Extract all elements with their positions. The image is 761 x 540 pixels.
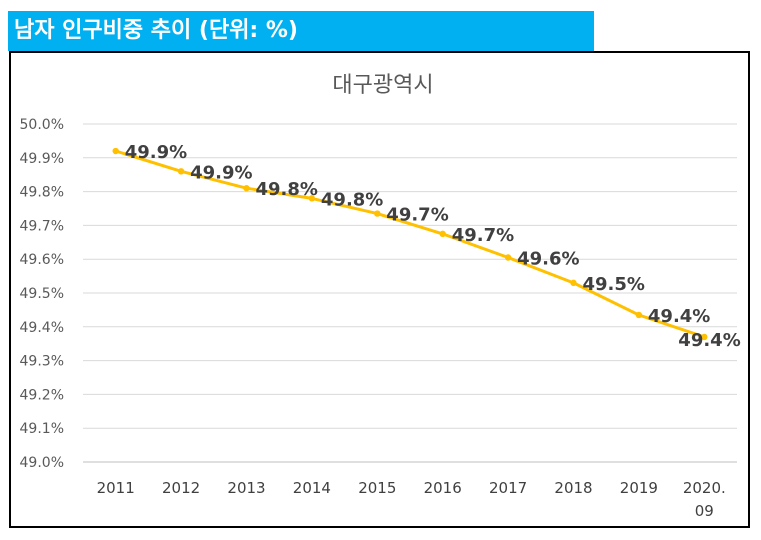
y-tick-label: 50.0% <box>20 117 64 133</box>
x-tick-label: 2015 <box>358 479 396 497</box>
data-point <box>504 254 512 261</box>
data-point <box>243 185 250 192</box>
data-label: 49.7% <box>386 205 448 226</box>
x-tick-label: 2013 <box>227 479 265 497</box>
data-label: 49.9% <box>125 142 187 163</box>
y-tick-label: 49.1% <box>20 421 64 437</box>
data-label: 49.9% <box>190 162 252 183</box>
data-point <box>701 333 708 341</box>
data-point <box>308 195 316 202</box>
data-label: 49.8% <box>321 189 383 210</box>
header-title: 남자 인구비중 추이 (단위: %) <box>14 18 298 43</box>
x-tick-label: 2016 <box>424 479 462 497</box>
x-tick-label: 2018 <box>554 479 592 497</box>
x-tick-label: 2014 <box>293 479 331 497</box>
y-tick-label: 49.5% <box>20 286 64 302</box>
data-point <box>177 168 185 175</box>
y-tick-label: 49.2% <box>20 387 64 403</box>
y-tick-label: 49.6% <box>20 252 64 268</box>
data-label: 49.5% <box>583 274 645 295</box>
data-point <box>374 210 381 217</box>
y-tick-label: 49.8% <box>20 185 64 201</box>
chart-frame <box>9 51 750 528</box>
data-label: 49.4% <box>648 306 710 327</box>
y-tick-label: 49.9% <box>20 151 64 167</box>
x-tick-label: 2011 <box>97 479 135 497</box>
y-tick-label: 49.4% <box>20 320 64 336</box>
data-label: 49.7% <box>452 225 514 246</box>
data-point <box>635 311 643 319</box>
y-tick-label: 49.7% <box>20 218 64 234</box>
x-tick-label: 2020. 09 <box>683 479 726 520</box>
x-tick-label: 2019 <box>620 479 658 497</box>
chart-title: 대구광역시 <box>332 73 433 98</box>
header-band: 남자 인구비중 추이 (단위: %) <box>8 11 594 51</box>
data-label: 49.8% <box>256 179 318 200</box>
y-tick-label: 49.3% <box>20 354 64 370</box>
data-point <box>570 279 577 287</box>
data-label: 49.4% <box>678 330 740 351</box>
data-label: 49.6% <box>517 249 579 270</box>
y-tick-label: 49.0% <box>20 455 64 471</box>
x-tick-label: 2017 <box>489 479 527 497</box>
data-point <box>439 230 446 238</box>
data-point <box>112 147 119 155</box>
x-tick-label: 2012 <box>162 479 200 497</box>
series-line <box>115 149 705 339</box>
